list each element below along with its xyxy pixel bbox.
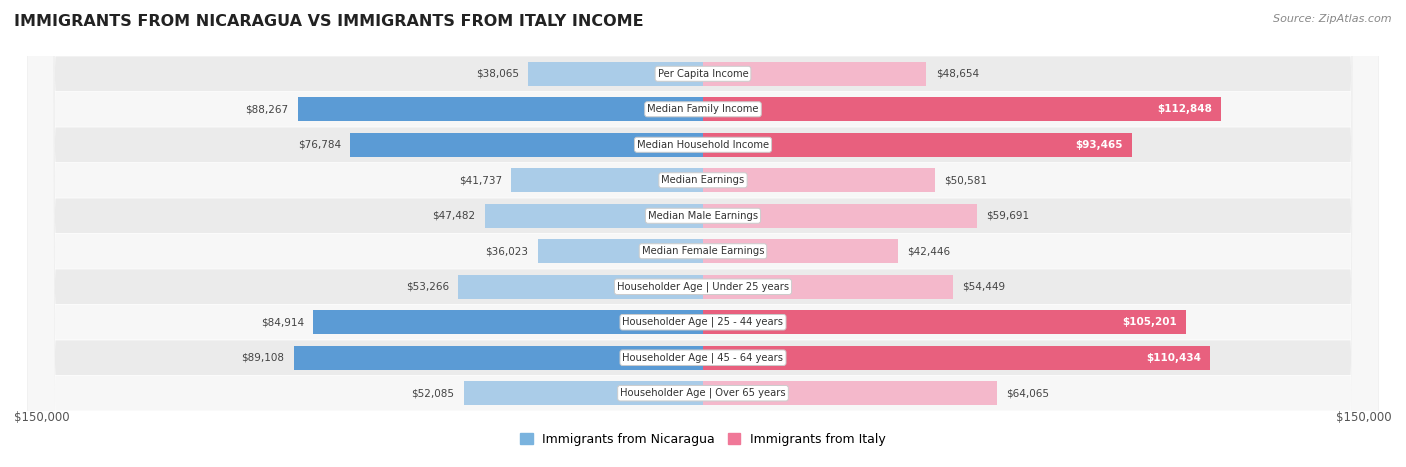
Text: $59,691: $59,691 <box>987 211 1029 221</box>
Bar <box>529 62 703 86</box>
Text: Householder Age | 25 - 44 years: Householder Age | 25 - 44 years <box>623 317 783 327</box>
Text: $52,085: $52,085 <box>412 388 454 398</box>
FancyBboxPatch shape <box>28 0 1378 467</box>
Legend: Immigrants from Nicaragua, Immigrants from Italy: Immigrants from Nicaragua, Immigrants fr… <box>515 428 891 451</box>
Bar <box>294 346 703 370</box>
Text: $110,434: $110,434 <box>1146 353 1201 363</box>
FancyBboxPatch shape <box>28 0 1378 467</box>
Text: $47,482: $47,482 <box>433 211 475 221</box>
Bar <box>512 168 703 192</box>
FancyBboxPatch shape <box>28 0 1378 467</box>
Text: $41,737: $41,737 <box>458 175 502 185</box>
Text: IMMIGRANTS FROM NICARAGUA VS IMMIGRANTS FROM ITALY INCOME: IMMIGRANTS FROM NICARAGUA VS IMMIGRANTS … <box>14 14 644 29</box>
Bar <box>703 97 1222 121</box>
FancyBboxPatch shape <box>28 0 1378 467</box>
Text: $42,446: $42,446 <box>907 246 950 256</box>
Bar <box>703 239 898 263</box>
Bar <box>703 62 927 86</box>
Text: Median Female Earnings: Median Female Earnings <box>641 246 765 256</box>
Bar <box>703 133 1132 157</box>
Text: $38,065: $38,065 <box>477 69 519 79</box>
Text: Per Capita Income: Per Capita Income <box>658 69 748 79</box>
Text: $36,023: $36,023 <box>485 246 529 256</box>
Text: $64,065: $64,065 <box>1007 388 1049 398</box>
Bar <box>703 310 1187 334</box>
Text: $112,848: $112,848 <box>1157 104 1212 114</box>
Text: $50,581: $50,581 <box>945 175 987 185</box>
FancyBboxPatch shape <box>28 0 1378 467</box>
Text: $48,654: $48,654 <box>935 69 979 79</box>
Text: Source: ZipAtlas.com: Source: ZipAtlas.com <box>1274 14 1392 24</box>
Text: Median Family Income: Median Family Income <box>647 104 759 114</box>
Text: $88,267: $88,267 <box>245 104 288 114</box>
Text: Householder Age | Under 25 years: Householder Age | Under 25 years <box>617 282 789 292</box>
Bar <box>703 204 977 228</box>
Bar <box>464 381 703 405</box>
Bar <box>703 168 935 192</box>
Bar <box>537 239 703 263</box>
Text: Median Household Income: Median Household Income <box>637 140 769 150</box>
Bar <box>314 310 703 334</box>
Bar <box>458 275 703 299</box>
FancyBboxPatch shape <box>28 0 1378 467</box>
Bar <box>298 97 703 121</box>
FancyBboxPatch shape <box>28 0 1378 467</box>
Bar <box>485 204 703 228</box>
Text: Householder Age | Over 65 years: Householder Age | Over 65 years <box>620 388 786 398</box>
Text: $53,266: $53,266 <box>406 282 449 292</box>
Text: $150,000: $150,000 <box>1336 411 1392 424</box>
FancyBboxPatch shape <box>28 0 1378 467</box>
Text: $89,108: $89,108 <box>242 353 284 363</box>
Text: $105,201: $105,201 <box>1122 317 1177 327</box>
Text: Median Male Earnings: Median Male Earnings <box>648 211 758 221</box>
Bar <box>703 275 953 299</box>
FancyBboxPatch shape <box>28 0 1378 467</box>
Bar <box>350 133 703 157</box>
Bar <box>703 346 1211 370</box>
Text: Median Earnings: Median Earnings <box>661 175 745 185</box>
Text: $84,914: $84,914 <box>260 317 304 327</box>
Text: Householder Age | 45 - 64 years: Householder Age | 45 - 64 years <box>623 353 783 363</box>
Bar <box>703 381 997 405</box>
Text: $150,000: $150,000 <box>14 411 70 424</box>
Text: $54,449: $54,449 <box>962 282 1005 292</box>
Text: $76,784: $76,784 <box>298 140 342 150</box>
Text: $93,465: $93,465 <box>1076 140 1123 150</box>
FancyBboxPatch shape <box>28 0 1378 467</box>
